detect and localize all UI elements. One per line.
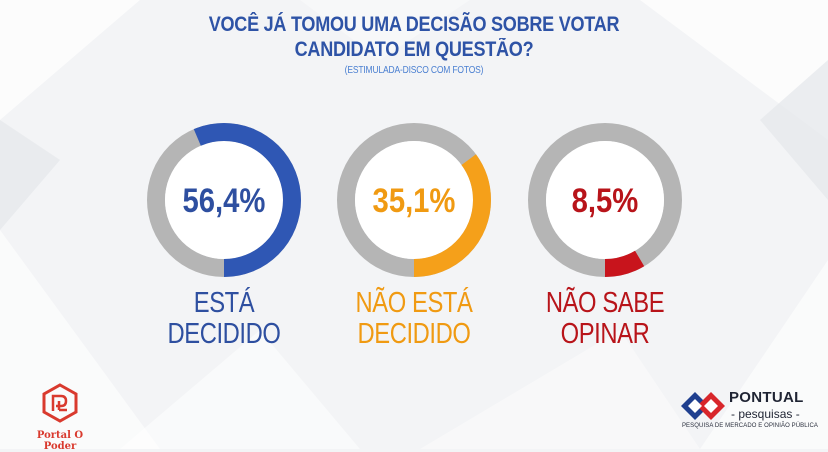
donut-center-2: [546, 141, 664, 259]
category-label-0-line-0: ESTÁ: [193, 287, 255, 319]
chart-subtitle: (ESTIMULADA-DISCO COM FOTOS): [344, 65, 484, 76]
pontual-subtitle: - pesquisas -: [731, 407, 800, 421]
category-label-2-line-0: NÃO SABE: [545, 287, 665, 319]
chart-title-line1: VOCÊ JÁ TOMOU UMA DECISÃO SOBRE VOTAR: [208, 13, 620, 36]
donut-slice-2: [528, 123, 682, 277]
category-label-2-line-1: OPINAR: [560, 318, 650, 350]
donut-center-1: [355, 141, 473, 259]
portal-o-poder-logo: Portal O Poder: [20, 383, 100, 452]
pontual-tagline: PESQUISA DE MERCADO E OPINIÃO PÚBLICA: [681, 423, 819, 429]
donut-value-label-2: 8,5%: [572, 181, 639, 220]
chart-title-line2: CANDIDATO EM QUESTÃO?: [294, 38, 534, 61]
donut-slice-0: [147, 123, 301, 277]
category-label-0-line-1: DECIDIDO: [167, 318, 281, 350]
category-label-1-line-0: NÃO ESTÁ: [355, 287, 473, 319]
donut-value-label-0: 56,4%: [183, 181, 266, 220]
portal-o-poder-text: Portal O Poder: [36, 430, 84, 452]
portal-o-poder-icon: [42, 383, 78, 423]
pontual-name: PONTUAL: [729, 389, 804, 406]
pontual-pesquisas-logo: PONTUAL - pesquisas - PESQUISA DE MERCAD…: [675, 388, 825, 444]
category-label-1-line-1: DECIDIDO: [357, 318, 471, 350]
donut-slice-1: [337, 123, 491, 277]
pontual-icon: [681, 392, 725, 420]
donut-value-label-1: 35,1%: [373, 181, 456, 220]
donut-center-0: [165, 141, 283, 259]
